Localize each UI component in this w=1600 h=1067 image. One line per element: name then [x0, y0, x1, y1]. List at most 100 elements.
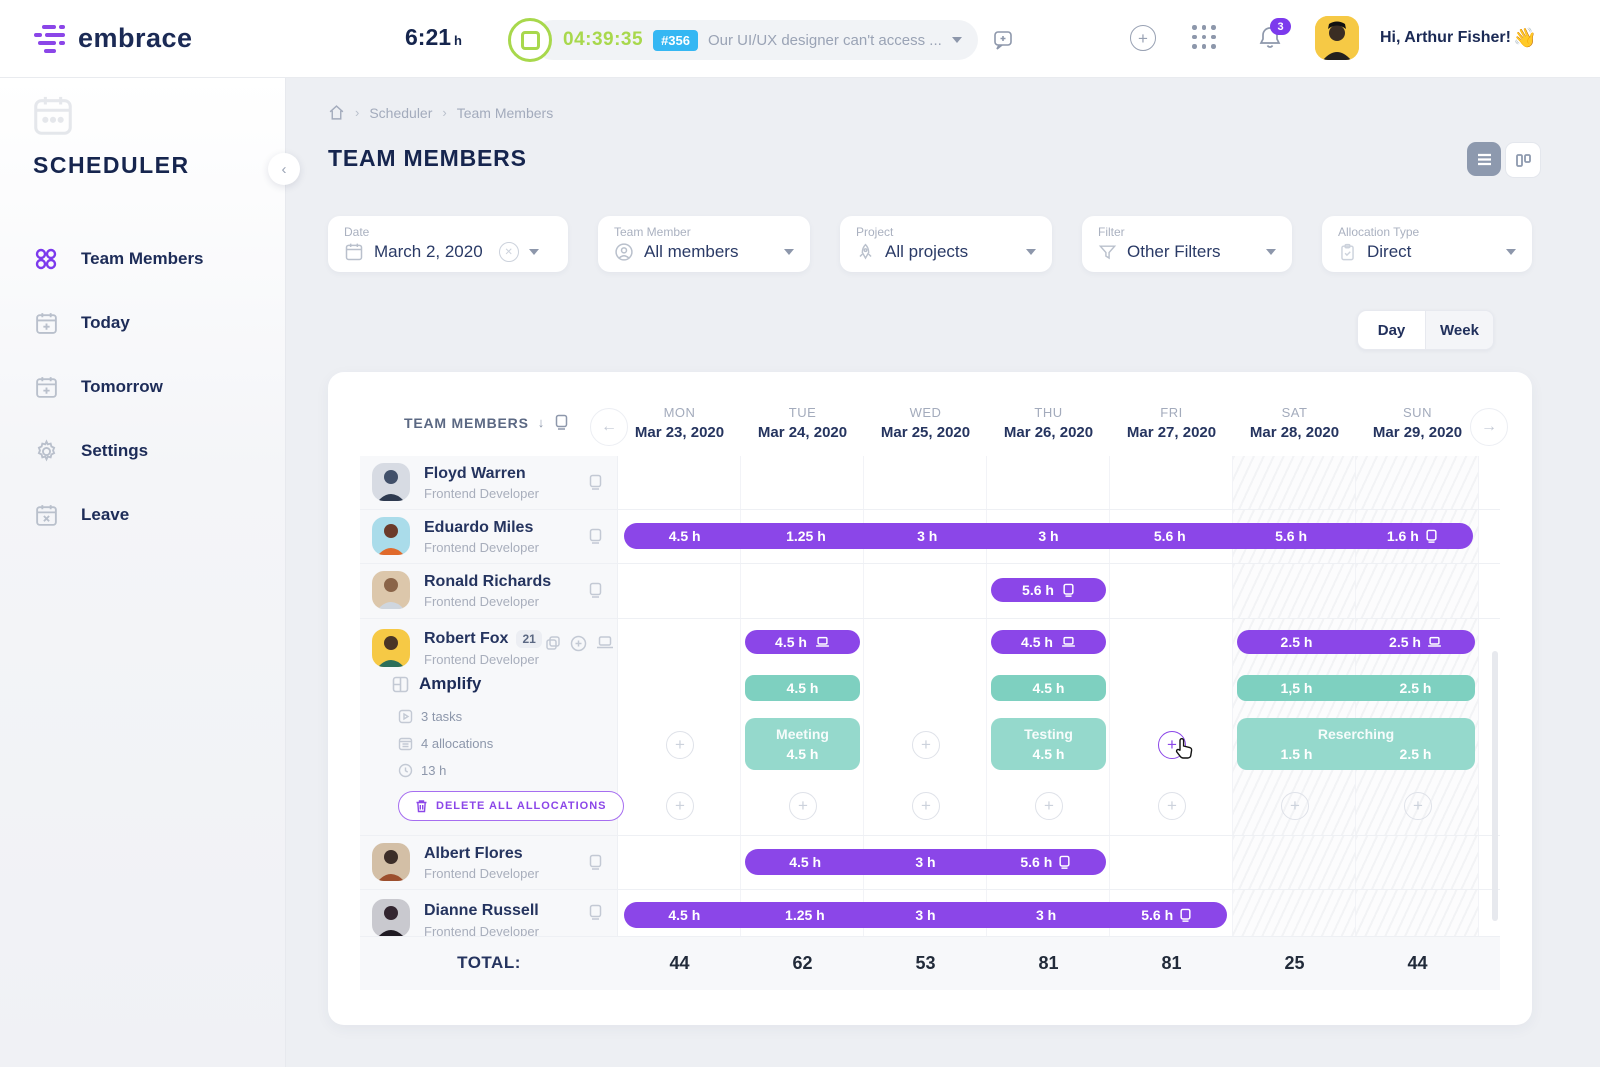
copy-row-icon[interactable]: [588, 854, 603, 871]
apps-grid-icon[interactable]: [1192, 25, 1218, 51]
breadcrumb-separator: ›: [442, 105, 447, 120]
project-allocation-bar[interactable]: 1,5 h 2.5 h: [1237, 675, 1475, 701]
next-week-button[interactable]: →: [1470, 408, 1508, 446]
sidebar-collapse-button[interactable]: ‹: [268, 153, 300, 185]
week-toggle-button[interactable]: Week: [1426, 311, 1493, 349]
team-member-filter[interactable]: Team Member All members: [598, 216, 810, 272]
top-header: embrace 6:21 h 04:39:35 #356 Our UI/UX de…: [0, 0, 1600, 78]
sort-down-icon[interactable]: ↓: [537, 415, 546, 430]
member-role: Frontend Developer: [424, 652, 539, 667]
total-value: 81: [1038, 953, 1059, 973]
list-view-button[interactable]: [1467, 142, 1501, 176]
copy-allocation-icon: [1180, 908, 1191, 922]
add-allocation-button[interactable]: +: [912, 731, 940, 759]
avatar: [372, 517, 410, 555]
add-allocation-button[interactable]: +: [666, 731, 694, 759]
user-icon: [614, 242, 634, 262]
copy-row-icon[interactable]: [588, 474, 603, 491]
copy-row-icon[interactable]: [545, 635, 561, 652]
member-name[interactable]: Floyd Warren: [424, 465, 526, 482]
project-row-amplify[interactable]: Amplify: [392, 674, 481, 694]
vertical-scrollbar[interactable]: [1492, 651, 1498, 921]
direct-allocation-pill[interactable]: 2.5 h 2.5 h: [1237, 630, 1475, 654]
ticket-badge[interactable]: #356: [653, 29, 698, 51]
sidebar-item-tomorrow[interactable]: Tomorrow: [0, 355, 285, 419]
project-allocation-bar[interactable]: 4.5 h: [991, 675, 1106, 701]
user-avatar[interactable]: [1315, 16, 1359, 60]
laptop-icon: [1428, 636, 1441, 647]
add-allocation-button[interactable]: +: [1281, 792, 1309, 820]
allocation-type-filter[interactable]: Allocation Type Direct: [1322, 216, 1532, 272]
copy-column-icon[interactable]: [554, 414, 569, 431]
laptop-icon: [816, 636, 829, 647]
filter-label: Allocation Type: [1338, 225, 1420, 239]
task-bar-reserching[interactable]: Reserching 1.5 h 2.5 h: [1237, 718, 1475, 770]
allocation-bar[interactable]: 4.5 h 3 h 5.6 h: [745, 849, 1106, 875]
board-view-button[interactable]: [1505, 142, 1541, 178]
trash-icon: [416, 800, 427, 813]
chevron-down-icon[interactable]: [951, 37, 962, 43]
project-filter[interactable]: Project All projects: [840, 216, 1052, 272]
add-allocation-button[interactable]: +: [912, 792, 940, 820]
member-name[interactable]: Ronald Richards: [424, 573, 552, 590]
copy-row-icon[interactable]: [588, 904, 603, 921]
active-timer: 04:39:35 #356 Our UI/UX designer can't a…: [508, 18, 1014, 62]
direct-allocation-pill[interactable]: 4.5 h: [991, 630, 1106, 654]
clear-date-icon[interactable]: ✕: [498, 242, 519, 262]
copy-row-icon[interactable]: [588, 528, 603, 545]
add-allocation-button[interactable]: +: [1035, 792, 1063, 820]
sidebar-item-team-members[interactable]: Team Members: [0, 227, 285, 291]
day-toggle-button[interactable]: Day: [1358, 311, 1426, 349]
chevron-down-icon: [1506, 249, 1516, 255]
page-title: TEAM MEMBERS: [328, 145, 527, 171]
sidebar-item-label: Settings: [81, 441, 149, 460]
add-allocation-button[interactable]: +: [666, 792, 694, 820]
add-allocation-button[interactable]: +: [1158, 792, 1186, 820]
member-row-robert-fox-expanded: Robert Fox 21 Frontend Developer Amplify: [360, 619, 1500, 836]
filter-value: All members: [644, 242, 739, 261]
date-filter[interactable]: Date March 2, 2020 ✕: [328, 216, 568, 272]
sidebar-item-settings[interactable]: Settings: [0, 419, 285, 483]
delete-all-allocations-button[interactable]: DELETE ALL ALLOCATIONS: [398, 791, 624, 821]
task-bar-meeting[interactable]: Meeting 4.5 h: [745, 718, 860, 770]
team-grid-icon: [33, 246, 59, 272]
task-bar-testing[interactable]: Testing 4.5 h: [991, 718, 1106, 770]
direct-allocation-pill[interactable]: 4.5 h: [745, 630, 860, 654]
member-row-eduardo-miles: Eduardo Miles Frontend Developer 4.5 h 1…: [360, 510, 1500, 564]
member-name[interactable]: Dianne Russell: [424, 902, 539, 919]
add-allocation-button[interactable]: +: [1404, 792, 1432, 820]
allocation-pill[interactable]: 5.6 h: [991, 578, 1106, 602]
breadcrumb-item-scheduler[interactable]: Scheduler: [369, 104, 433, 121]
plus-icon[interactable]: +: [1130, 25, 1156, 51]
home-icon[interactable]: [328, 104, 345, 121]
filter-value: March 2, 2020: [374, 242, 483, 261]
project-allocation-bar[interactable]: 4.5 h: [745, 675, 860, 701]
day-header: SUN Mar 29, 2020: [1372, 405, 1463, 441]
total-value: 25: [1284, 953, 1305, 973]
allocation-bar[interactable]: 4.5 h 1.25 h 3 h 3 h 5.6 h 5.6 h 1.6 h: [624, 523, 1473, 549]
member-name[interactable]: Eduardo Miles: [424, 519, 534, 536]
add-allocation-button-hovered[interactable]: +: [1158, 731, 1186, 759]
avatar: [372, 899, 410, 936]
add-comment-icon[interactable]: [992, 29, 1014, 51]
other-filters[interactable]: Filter Other Filters: [1082, 216, 1292, 272]
avatar: [372, 629, 410, 667]
allocation-bar[interactable]: 4.5 h 1.25 h 3 h 3 h 5.6 h: [624, 902, 1227, 928]
member-role: Frontend Developer: [424, 594, 539, 609]
allocations-icon: [398, 737, 413, 751]
laptop-icon[interactable]: [596, 635, 614, 652]
breadcrumb-item-team-members[interactable]: Team Members: [456, 104, 554, 121]
copy-row-icon[interactable]: [588, 582, 603, 599]
sidebar-item-leave[interactable]: Leave: [0, 483, 285, 547]
previous-week-button[interactable]: ←: [590, 408, 628, 446]
user-greeting: Hi, Arthur Fisher!: [1380, 29, 1511, 46]
member-name[interactable]: Albert Flores: [424, 845, 523, 862]
member-name[interactable]: Robert Fox 21: [424, 630, 542, 648]
add-allocation-button[interactable]: +: [789, 792, 817, 820]
add-allocation-icon[interactable]: [570, 635, 587, 652]
sidebar-item-today[interactable]: Today: [0, 291, 285, 355]
brand-logo[interactable]: embrace: [32, 23, 193, 55]
bell-icon[interactable]: 3: [1258, 18, 1291, 51]
day-header: TUE Mar 24, 2020: [757, 405, 848, 441]
stop-timer-icon[interactable]: [508, 18, 552, 62]
